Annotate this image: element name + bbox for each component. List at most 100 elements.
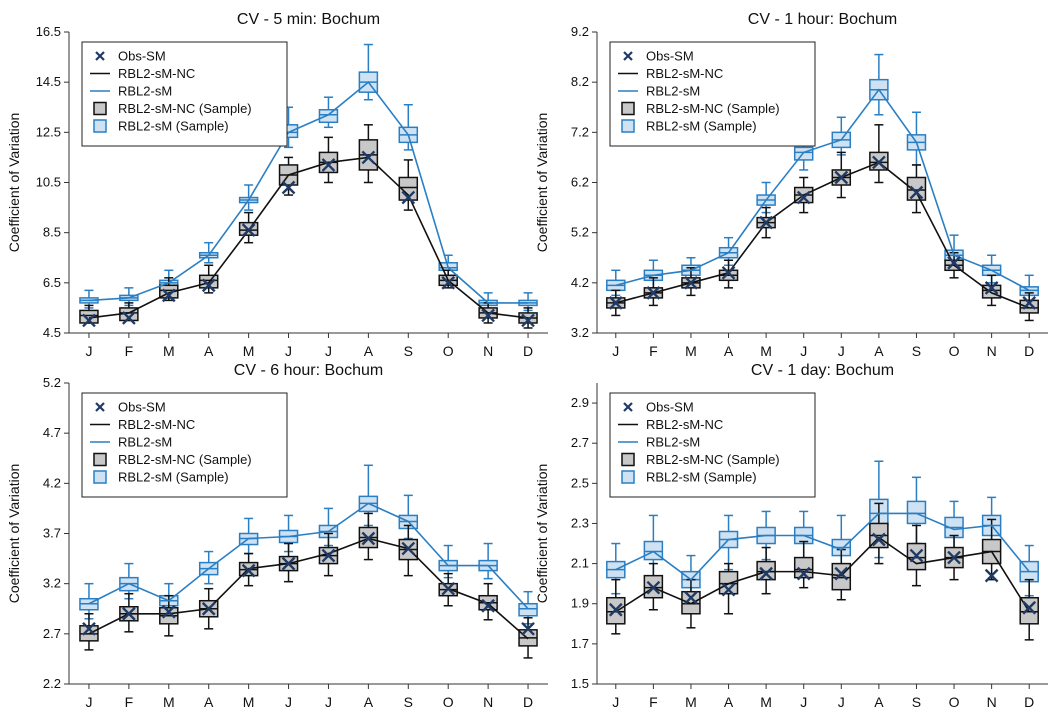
rbl2-sm-line (615, 512, 1030, 581)
obs-sm-marker (321, 158, 336, 172)
obs-sm-marker (481, 598, 495, 613)
legend-box (609, 392, 816, 498)
x-tick-label: M (685, 694, 697, 710)
obs-sm-marker-stroke (481, 598, 495, 613)
x-tick-label: J (838, 694, 845, 710)
x-tick-label: A (724, 343, 734, 359)
y-tick-label: 4.2 (571, 275, 589, 290)
chart-title: CV - 1 hour: Bochum (748, 11, 897, 28)
legend: Obs-SM RBL2-sM-NC RBL2-sM RBL2-sM-NC (Sampl… (609, 392, 816, 498)
y-axis-label: Coefficient of Variation (534, 113, 550, 253)
obs-sm-marker (201, 278, 216, 293)
legend-obs-marker (95, 51, 105, 61)
x-tick-label: J (325, 694, 332, 710)
rbl2-sm-nc-sample-box (793, 540, 814, 589)
legend-box (609, 41, 816, 147)
x-tick-label: N (483, 694, 493, 710)
x-tick-label: J (85, 694, 92, 710)
obs-sm-marker (281, 180, 296, 195)
obs-sm-marker (481, 308, 495, 323)
rbl2-sm-nc-sample-box-body (831, 562, 852, 591)
rbl2-sm-sample-box-body (318, 109, 339, 124)
obs-sm-marker (834, 566, 849, 581)
rbl2-sm-nc-sample-box (906, 164, 927, 214)
obs-sm-marker-stroke (909, 185, 924, 200)
obs-sm-marker (82, 621, 96, 636)
x-tick-label: J (612, 343, 619, 359)
legend: Obs-SM RBL2-sM-NC RBL2-sM RBL2-sM-NC (Sampl… (81, 41, 288, 147)
y-tick-label: 5.2 (571, 225, 589, 240)
obs-sm-marker-stroke (201, 278, 216, 293)
legend: Obs-SM RBL2-sM-NC RBL2-sM RBL2-sM-NC (Sampl… (609, 41, 816, 147)
obs-sm-marker (1022, 296, 1037, 310)
rbl2-sm-nc-sample-box-body (718, 570, 739, 595)
x-tick-label: D (523, 694, 533, 710)
obs-sm-marker-stroke (646, 580, 661, 595)
legend-sm-box (93, 470, 107, 484)
rbl2-sm-nc-line (88, 537, 529, 640)
rbl2-sm-sample-box-body (518, 602, 538, 617)
legend-label: RBL2-sM-NC (118, 66, 195, 81)
obs-sm-marker-stroke (122, 606, 136, 621)
obs-sm-marker (759, 215, 773, 230)
legend-obs-marker (623, 51, 633, 61)
obs-sm-marker (947, 255, 961, 270)
legend-sm-box (621, 119, 635, 133)
legend-nc-box (93, 452, 107, 467)
obs-sm-marker (161, 604, 176, 619)
legend-label: RBL2-sM-NC (646, 66, 723, 81)
y-tick-label: 3.2 (571, 325, 589, 340)
x-tick-label: S (912, 343, 921, 359)
rbl2-sm-nc-line (615, 536, 1030, 613)
obs-sm-marker (82, 313, 96, 328)
obs-sm-marker-stroke (241, 223, 256, 238)
x-tick-label: M (243, 694, 255, 710)
rbl2-sm-sample-box (198, 550, 219, 585)
x-tick-label: M (760, 694, 772, 710)
x-tick-label: M (163, 694, 175, 710)
rbl2-sm-nc-sample-box-body (906, 176, 927, 201)
rbl2-sm-sample-box (238, 517, 259, 555)
obs-sm-marker-stroke (721, 265, 736, 280)
y-axis-label: Coefficient of Variation (534, 464, 550, 604)
x-tick-label: S (404, 343, 413, 359)
obs-sm-marker (401, 190, 416, 205)
legend-label: RBL2-sM (118, 435, 172, 450)
y-tick-label: 2.7 (571, 435, 589, 450)
obs-sm-marker (521, 621, 535, 636)
x-tick-label: J (285, 343, 292, 359)
x-tick-label: F (125, 694, 134, 710)
x-tick-label: O (949, 694, 960, 710)
obs-sm-marker (796, 566, 811, 581)
obs-sm-marker-stroke (201, 601, 216, 616)
legend-label: RBL2-sM-NC (Sample) (646, 452, 780, 467)
x-tick-label: A (364, 694, 374, 710)
rbl2-sm-nc-sample-box (478, 582, 498, 621)
obs-sm-marker-stroke (521, 313, 535, 328)
obs-sm-marker (441, 581, 456, 596)
legend-nc-box (621, 101, 635, 116)
obs-sm-marker-stroke (984, 281, 999, 295)
x-tick-label: F (649, 694, 658, 710)
obs-sm-marker (281, 556, 296, 571)
y-tick-label: 1.9 (571, 596, 589, 611)
legend-label: RBL2-sM (Sample) (646, 470, 757, 485)
chart-panel-1: CV - 5 min: Bochum 4.5 6.5 8.5 10.5 12.5 14.5 1… (6, 11, 548, 359)
obs-sm-marker-stroke (321, 548, 336, 563)
obs-sm-marker (241, 563, 256, 578)
obs-sm-marker (872, 532, 886, 547)
obs-sm-marker (947, 550, 961, 565)
x-tick-label: D (523, 343, 533, 359)
rbl2-sm-line (88, 502, 529, 610)
legend-nc-box (93, 101, 107, 116)
x-tick-label: A (364, 343, 374, 359)
legend-box (81, 392, 288, 498)
obs-sm-marker-stroke (481, 308, 495, 323)
obs-sm-marker (608, 602, 623, 617)
y-tick-label: 4.2 (43, 475, 61, 490)
obs-sm-marker (441, 275, 456, 290)
rbl2-sm-nc-sample-box-body (681, 590, 701, 615)
obs-sm-marker (684, 275, 698, 290)
rbl2-sm-sample-box-body (906, 500, 927, 525)
